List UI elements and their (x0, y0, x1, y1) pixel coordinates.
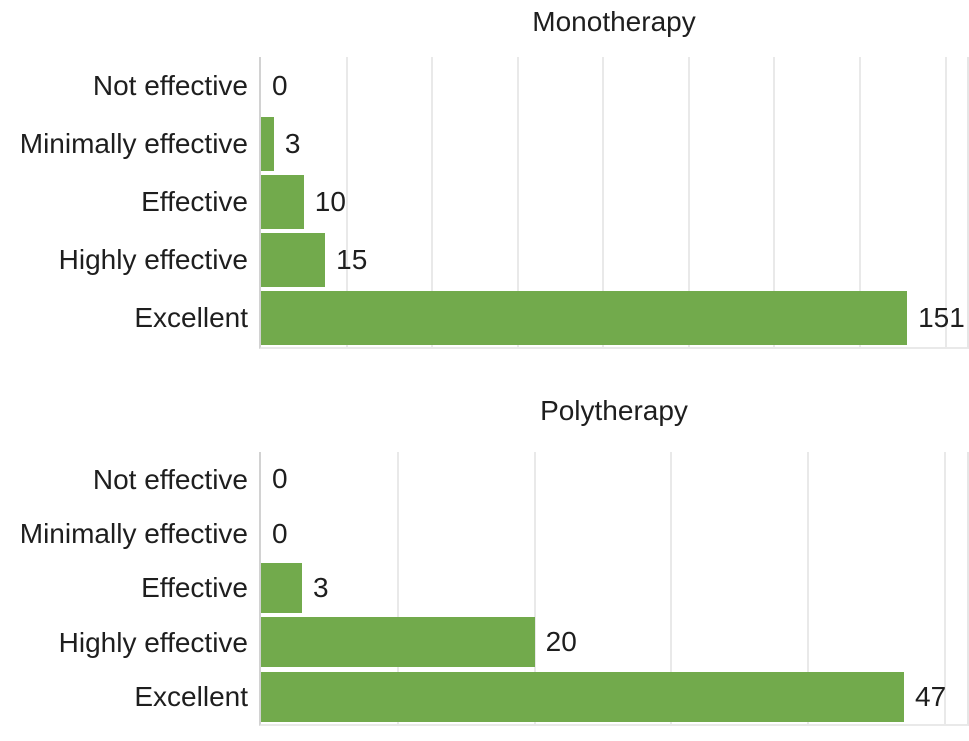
gridline (687, 57, 690, 347)
category-label: Excellent (134, 302, 248, 334)
chart-title: Polytherapy (540, 395, 688, 426)
value-label: 3 (284, 128, 301, 159)
plot-area: 0 0 3 20 47 (259, 452, 969, 726)
gridline (345, 57, 348, 347)
bar-row: 10 (261, 173, 967, 231)
bar-row: 151 (261, 289, 967, 347)
gridline (431, 57, 434, 347)
gridline (944, 452, 947, 724)
bar-row: 0 (261, 506, 967, 560)
value-label: 151 (918, 302, 965, 333)
category-label: Effective (141, 186, 248, 218)
gridline (516, 57, 519, 347)
category-label: Not effective (92, 463, 248, 495)
bar-row: 20 (261, 615, 967, 669)
bar (261, 617, 535, 668)
bar-row: 0 (261, 452, 967, 506)
gridline (533, 452, 536, 724)
value-label: 10 (314, 186, 346, 217)
category-label: Excellent (134, 681, 248, 713)
bar (261, 233, 326, 287)
bar-row: 0 (261, 57, 967, 115)
bar-row: 3 (261, 561, 967, 615)
bar-row: 47 (261, 670, 967, 724)
gridline (859, 57, 862, 347)
bar (261, 562, 303, 613)
chart-title: Monotherapy (532, 6, 696, 37)
gridline (807, 452, 810, 724)
category-label: Not effective (92, 70, 248, 102)
value-label: 15 (336, 244, 368, 275)
category-label: Effective (141, 572, 248, 604)
value-label: 0 (272, 463, 288, 495)
category-label: Minimally effective (19, 517, 248, 549)
plot-area: 0 3 10 15 151 (259, 57, 969, 349)
gridline (670, 452, 673, 724)
gridline (944, 57, 947, 347)
bar (261, 291, 908, 345)
category-label: Highly effective (58, 626, 248, 658)
bar (261, 671, 905, 722)
value-label: 0 (272, 517, 288, 549)
bar (261, 117, 274, 171)
bar (261, 175, 304, 229)
gridline (773, 57, 776, 347)
category-label: Highly effective (58, 244, 248, 276)
value-label: 20 (545, 626, 577, 658)
bar-row: 3 (261, 115, 967, 173)
value-label: 3 (313, 571, 329, 603)
gridline (602, 57, 605, 347)
bar-row: 15 (261, 231, 967, 289)
gridline (396, 452, 399, 724)
category-axis: Not effective Minimally effective Effectiv… (0, 452, 248, 724)
value-label: 0 (272, 70, 288, 101)
value-label: 47 (915, 680, 947, 712)
category-label: Minimally effective (19, 128, 248, 160)
category-axis: Not effective Minimally effective Effectiv… (0, 57, 248, 347)
